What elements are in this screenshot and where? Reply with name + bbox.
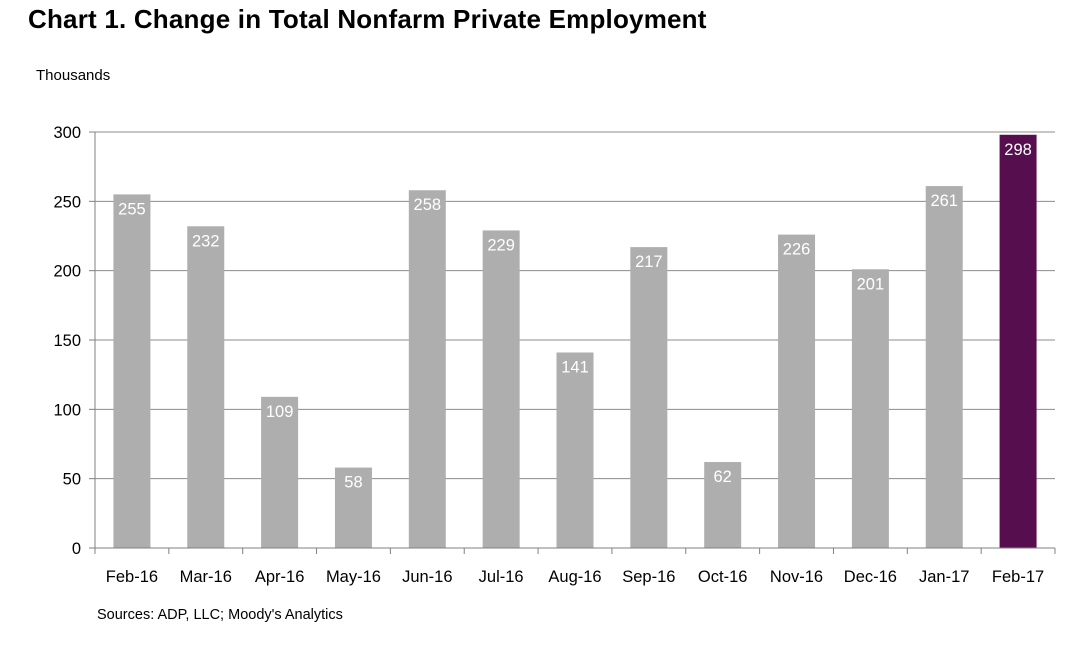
bar-Sep-16 [630, 247, 668, 549]
bar-Aug-16 [556, 352, 594, 548]
data-label-May-16: 58 [344, 474, 362, 492]
data-label-Jun-16: 258 [414, 196, 442, 214]
data-label-Aug-16: 141 [561, 358, 589, 376]
axes [89, 131, 1056, 554]
bar-Feb-16 [113, 194, 151, 548]
y-tick-label-150: 150 [53, 332, 81, 350]
x-tick-label-Jun-16: Jun-16 [402, 568, 452, 586]
data-label-Apr-16: 109 [266, 403, 294, 421]
bar-Jul-16 [482, 230, 520, 548]
x-tick-label-Jul-16: Jul-16 [479, 568, 524, 586]
bar-Feb-17 [999, 134, 1037, 549]
data-label-Feb-17: 298 [1004, 141, 1032, 159]
y-tick-label-200: 200 [53, 263, 81, 281]
data-label-Jan-17: 261 [930, 192, 958, 210]
bar-Dec-16 [851, 269, 889, 548]
x-tick-label-Aug-16: Aug-16 [548, 568, 601, 586]
bar-May-16 [334, 467, 372, 548]
x-tick-label-Jan-17: Jan-17 [919, 568, 969, 586]
data-label-Jul-16: 229 [487, 236, 515, 254]
y-axis-unit-label: Thousands [36, 67, 111, 84]
x-tick-label-May-16: May-16 [326, 568, 381, 586]
y-tick-label-250: 250 [53, 193, 81, 211]
bar-Mar-16 [187, 226, 225, 548]
bar-Jan-17 [925, 186, 963, 548]
x-tick-label-Sep-16: Sep-16 [622, 568, 675, 586]
x-tick-label-Mar-16: Mar-16 [180, 568, 232, 586]
y-tick-label-300: 300 [53, 124, 81, 142]
y-tick-label-0: 0 [72, 540, 81, 558]
source-note: Sources: ADP, LLC; Moody's Analytics [97, 607, 343, 623]
x-tick-label-Dec-16: Dec-16 [844, 568, 897, 586]
x-tick-label-Feb-16: Feb-16 [106, 568, 158, 586]
bar-Oct-16 [704, 462, 742, 548]
y-tick-label-100: 100 [53, 401, 81, 419]
labels: 0 50 100 150 200 250 300 255 232 109 58 258 229 141 21… [53, 124, 1044, 586]
data-label-Sep-16: 217 [635, 253, 663, 271]
data-label-Mar-16: 232 [192, 232, 220, 250]
data-label-Dec-16: 201 [857, 275, 885, 293]
bar-Jun-16 [408, 190, 446, 549]
bars [113, 134, 1037, 549]
y-tick-label-50: 50 [63, 471, 81, 489]
x-tick-label-Feb-17: Feb-17 [992, 568, 1044, 586]
chart-title: Chart 1. Change in Total Nonfarm Private… [28, 4, 707, 34]
x-tick-label-Apr-16: Apr-16 [255, 568, 305, 586]
bar-Nov-16 [778, 234, 816, 548]
data-label-Oct-16: 62 [714, 468, 732, 486]
bar-chart: 0 50 100 150 200 250 300 255 232 109 58 258 229 141 21… [53, 124, 1056, 586]
x-tick-label-Nov-16: Nov-16 [770, 568, 823, 586]
data-label-Nov-16: 226 [783, 241, 811, 259]
x-tick-label-Oct-16: Oct-16 [698, 568, 748, 586]
data-label-Feb-16: 255 [118, 200, 146, 218]
bar-Apr-16 [261, 396, 299, 548]
